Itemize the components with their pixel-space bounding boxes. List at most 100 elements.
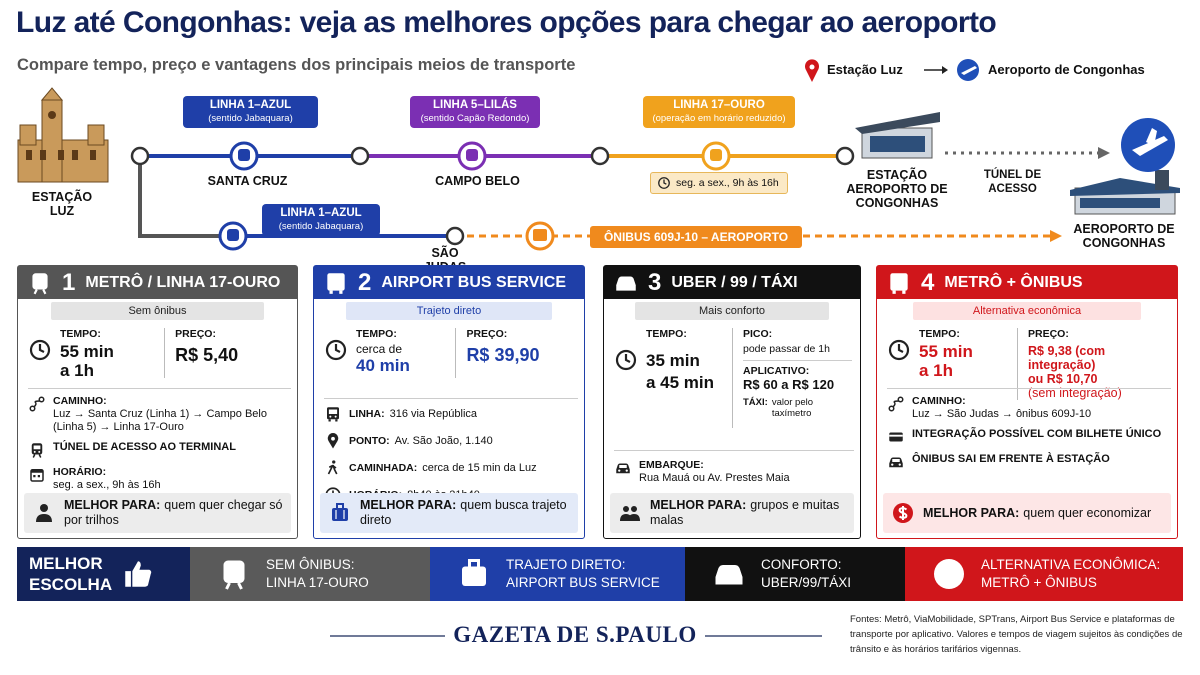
line-note: (operação em horário reduzido): [652, 113, 786, 124]
card-icon-box: [26, 269, 54, 297]
tunnel-arrow: [1098, 147, 1110, 159]
detail-text: PONTO: Av. São João, 1.140: [349, 435, 493, 448]
line-label: LINHA 1–AZUL (sentido Jabaquara): [183, 96, 318, 128]
people-icon: [620, 506, 640, 521]
time-label: TEMPO:: [919, 328, 960, 340]
time-block: TEMPO: 55 min a 1h: [887, 328, 973, 380]
option-card: 4 METRÔ + ÔNIBUS Alternativa econômica TEMP…: [876, 265, 1178, 539]
clock-icon: [615, 349, 637, 371]
sources: Fontes: Metrô, ViaMobilidade, SPTrans, A…: [850, 614, 1183, 655]
line-note: (sentido Capão Redondo): [420, 113, 530, 124]
car-icon: [616, 276, 636, 291]
legend-icons: [804, 59, 979, 82]
person-icon: [36, 504, 52, 522]
bus-arrow: [1050, 230, 1062, 242]
price-block: PREÇO: R$ 5,40: [164, 328, 289, 378]
card-tag: Trajeto direto: [346, 302, 552, 320]
summary-value: UBER/99/TÁXI: [761, 575, 852, 590]
summary-label: TRAJETO DIRETO:: [506, 557, 626, 572]
legend-destination: Aeroporto de Congonhas: [988, 62, 1145, 77]
detail-row: EMBARQUE: Rua Mauá ou Av. Prestes Maia: [614, 459, 854, 485]
money-icon: [934, 559, 964, 589]
detail-text: TÚNEL DE ACESSO AO TERMINAL: [53, 441, 236, 454]
best-for: MELHOR PARA: grupos e muitas malas: [610, 493, 854, 533]
summary-title-box: MELHOR ESCOLHA: [17, 547, 190, 601]
detail-row: PONTO: Av. São João, 1.140: [324, 432, 578, 450]
airport-label: AEROPORTO DE CONGONHAS: [1073, 222, 1175, 250]
time-value: 55 min: [60, 342, 114, 361]
schedule-box: seg. a sex., 9h às 16h: [650, 172, 788, 194]
card-icon-box: [322, 269, 350, 297]
price-label: PREÇO:: [466, 328, 508, 340]
detail-row: HORÁRIO: seg. a sex., 9h às 16h: [28, 466, 291, 492]
card-title: METRÔ + ÔNIBUS: [944, 273, 1083, 291]
detail-row: CAMINHO: Luz → Santa Cruz (Linha 1) → Cam…: [28, 395, 291, 434]
subtitle: Compare tempo, preço e vantagens dos pri…: [17, 56, 576, 74]
card-icon-box: [612, 269, 640, 297]
clock-icon: [658, 177, 670, 189]
best-text: MELHOR PARA: quem quer chegar só por tril…: [64, 498, 291, 528]
best-value: quem busca trajeto direto: [360, 498, 567, 527]
card-icon-box: [885, 269, 913, 297]
card-tag: Sem ônibus: [51, 302, 264, 320]
card-header: 1 METRÔ / LINHA 17-OURO: [18, 266, 297, 299]
detail-value: Luz → São Judas → ônibus 609J-10: [912, 408, 1092, 420]
price-block: PREÇO: R$ 9,38 (com integração) ou R$ 10,7…: [1017, 328, 1169, 400]
detail-label: EMBARQUE:: [639, 459, 704, 471]
detail-row: LINHA: 316 via República: [324, 405, 578, 423]
schedule-text: seg. a sex., 9h às 16h: [676, 177, 779, 189]
detail-label: LINHA:: [349, 407, 385, 420]
bag-icon: [332, 503, 348, 521]
bus-icon: [327, 272, 345, 294]
time-note: cerca de: [356, 342, 403, 356]
best-label: MELHOR PARA:: [650, 498, 747, 512]
bag-icon: [462, 559, 486, 586]
legend-origin: Estação Luz: [827, 62, 903, 77]
time-text: TEMPO: 35 min a 45 min: [646, 328, 714, 394]
tunnel-label: TÚNEL DE ACESSO: [983, 169, 1042, 195]
time-label: TEMPO:: [646, 328, 687, 340]
time-value: a 1h: [919, 361, 954, 380]
train-icons: [218, 141, 731, 251]
pricing-text: pode passar de 1h: [743, 343, 830, 355]
time-value: 40 min: [356, 356, 410, 375]
line-note: (sentido Jabaquara): [278, 221, 364, 232]
card-tag: Alternativa econômica: [913, 302, 1141, 320]
time-text: TEMPO: 55 min a 1h: [919, 328, 973, 380]
summary-item: ALTERNATIVA ECONÔMICA: METRÔ + ÔNIBUS: [905, 547, 1183, 601]
best-for: MELHOR PARA: quem quer economizar: [883, 493, 1171, 533]
card-header: 3 UBER / 99 / TÁXI: [604, 266, 860, 299]
bus-label: ÔNIBUS 609J-10 – AEROPORTO: [590, 226, 802, 248]
brand: GAZETA DE S.PAULO: [453, 622, 697, 647]
origin-label: ESTAÇÃO LUZ: [31, 190, 93, 218]
detail-text: INTEGRAÇÃO POSSÍVEL COM BILHETE ÚNICO: [912, 428, 1161, 441]
best-text: MELHOR PARA: grupos e muitas malas: [650, 498, 854, 528]
card-tag: Mais conforto: [634, 302, 830, 320]
time-label: TEMPO:: [356, 328, 397, 340]
best-value: grupos e muitas malas: [650, 498, 840, 527]
detail-value: seg. a sex., 9h às 16h: [53, 479, 161, 491]
price-block: PREÇO: R$ 39,90: [455, 328, 576, 378]
price-value: R$ 39,90: [466, 345, 540, 365]
best-value: quem quer chegar só por trilhos: [64, 498, 283, 527]
line-name: LINHA 1–AZUL: [209, 99, 292, 111]
clock-icon: [325, 339, 347, 361]
pricing-label: PICO:: [743, 328, 773, 340]
line-name: LINHA 17–OURO: [673, 99, 765, 111]
summary-text: ALTERNATIVA ECONÔMICA: METRÔ + ÔNIBUS: [981, 556, 1160, 592]
luz-station-illustration: [17, 87, 109, 183]
summary-value: METRÔ + ÔNIBUS: [981, 575, 1097, 590]
details: CAMINHO: Luz → São Judas → ônibus 609J-10…: [887, 388, 1171, 471]
detail-text: ÔNIBUS SAI EM FRENTE À ESTAÇÃO: [912, 453, 1110, 466]
time-value: 35 min: [646, 351, 700, 370]
detail-row: CAMINHO: Luz → São Judas → ônibus 609J-10: [887, 395, 1171, 421]
airport-illustration: [1070, 170, 1180, 215]
plane-badge: [1121, 118, 1175, 172]
time-value: a 1h: [60, 361, 95, 380]
pricing-text: R$ 60 a R$ 120: [743, 377, 835, 392]
best-value: quem quer economizar: [1023, 505, 1152, 520]
detail-text: EMBARQUE: Rua Mauá ou Av. Prestes Maia: [639, 459, 790, 485]
option-card: 1 METRÔ / LINHA 17-OURO Sem ônibus TEMPO: 55…: [17, 265, 298, 539]
